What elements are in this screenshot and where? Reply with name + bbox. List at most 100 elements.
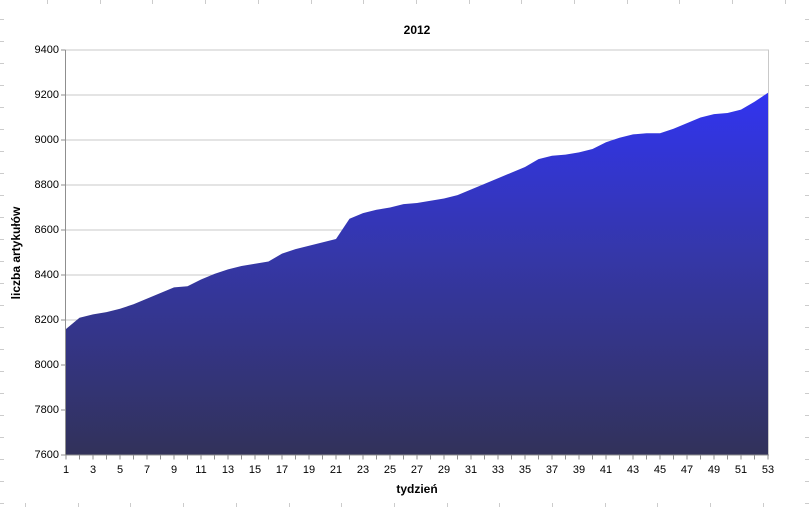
edge-grid-mark xyxy=(0,195,4,196)
edge-grid-mark xyxy=(805,503,809,504)
edge-grid-mark xyxy=(0,63,4,64)
edge-grid-mark xyxy=(552,503,553,507)
x-tick-label: 1 xyxy=(62,464,70,476)
edge-grid-mark xyxy=(805,41,809,42)
y-tick-label: 7600 xyxy=(34,449,59,461)
edge-grid-mark xyxy=(732,0,733,4)
edge-grid-mark xyxy=(0,415,4,416)
edge-grid-mark xyxy=(0,481,4,482)
x-tick-label: 25 xyxy=(383,464,397,476)
edge-grid-mark xyxy=(47,0,48,4)
x-tick-label: 17 xyxy=(275,464,289,476)
edge-grid-mark xyxy=(311,0,312,4)
y-tick-label: 8000 xyxy=(34,359,59,371)
edge-grid-mark xyxy=(394,503,395,507)
edge-grid-mark xyxy=(0,371,4,372)
edge-grid-mark xyxy=(710,503,711,507)
edge-grid-mark xyxy=(100,0,101,4)
y-tick-label: 7800 xyxy=(34,404,59,416)
edge-grid-mark xyxy=(0,459,4,460)
y-tick-label: 8200 xyxy=(34,314,59,326)
x-tick-label: 37 xyxy=(545,464,559,476)
edge-grid-mark xyxy=(805,393,809,394)
x-tick-label: 41 xyxy=(599,464,613,476)
edge-grid-mark xyxy=(679,0,680,4)
edge-grid-mark xyxy=(805,371,809,372)
x-tick-label: 39 xyxy=(572,464,586,476)
area-series-2012 xyxy=(66,92,768,455)
edge-grid-mark xyxy=(258,0,259,4)
x-tick-label: 23 xyxy=(356,464,370,476)
edge-grid-mark xyxy=(130,503,131,507)
x-tick-label: 13 xyxy=(221,464,235,476)
x-tick-label: 51 xyxy=(734,464,748,476)
edge-grid-mark xyxy=(805,349,809,350)
x-tick-label: 5 xyxy=(116,464,124,476)
edge-grid-mark xyxy=(416,0,417,4)
x-tick-label: 3 xyxy=(89,464,97,476)
edge-grid-mark xyxy=(805,305,809,306)
edge-grid-mark xyxy=(805,415,809,416)
edge-grid-mark xyxy=(499,503,500,507)
edge-grid-mark xyxy=(805,63,809,64)
edge-grid-mark xyxy=(805,173,809,174)
edge-grid-mark xyxy=(805,217,809,218)
edge-grid-mark xyxy=(0,151,4,152)
edge-grid-mark xyxy=(363,0,364,4)
edge-grid-mark xyxy=(152,0,153,4)
edge-grid-mark xyxy=(0,393,4,394)
x-tick-label: 45 xyxy=(653,464,667,476)
edge-grid-mark xyxy=(805,481,809,482)
edge-grid-mark xyxy=(805,459,809,460)
x-tick-label: 19 xyxy=(302,464,316,476)
y-tick-label: 8600 xyxy=(34,224,59,236)
edge-grid-mark xyxy=(0,107,4,108)
edge-grid-mark xyxy=(805,19,809,20)
edge-grid-mark xyxy=(627,0,628,4)
edge-grid-mark xyxy=(0,261,4,262)
edge-grid-mark xyxy=(183,503,184,507)
edge-grid-mark xyxy=(0,283,4,284)
edge-grid-mark xyxy=(805,327,809,328)
edge-grid-mark xyxy=(521,0,522,4)
x-tick-label: 29 xyxy=(437,464,451,476)
y-tick-label: 9000 xyxy=(34,134,59,146)
edge-grid-mark xyxy=(0,217,4,218)
x-tick-label: 27 xyxy=(410,464,424,476)
x-tick-label: 31 xyxy=(464,464,478,476)
edge-grid-mark xyxy=(25,503,26,507)
edge-grid-mark xyxy=(605,503,606,507)
x-tick-label: 21 xyxy=(329,464,343,476)
x-tick-label: 33 xyxy=(491,464,505,476)
edge-grid-mark xyxy=(805,239,809,240)
edge-grid-mark xyxy=(805,261,809,262)
edge-grid-mark xyxy=(763,503,764,507)
edge-grid-mark xyxy=(0,85,4,86)
edge-grid-mark xyxy=(0,173,4,174)
edge-grid-mark xyxy=(657,503,658,507)
edge-grid-mark xyxy=(0,503,4,504)
y-tick-label: 8800 xyxy=(34,179,59,191)
edge-grid-mark xyxy=(805,437,809,438)
x-tick-label: 49 xyxy=(707,464,721,476)
y-tick-label: 8400 xyxy=(34,269,59,281)
edge-grid-mark xyxy=(78,503,79,507)
edge-grid-mark xyxy=(0,305,4,306)
edge-grid-mark xyxy=(805,107,809,108)
edge-grid-mark xyxy=(574,0,575,4)
edge-grid-mark xyxy=(805,195,809,196)
x-tick-label: 9 xyxy=(170,464,178,476)
edge-grid-mark xyxy=(805,151,809,152)
edge-grid-mark xyxy=(0,349,4,350)
edge-grid-mark xyxy=(236,503,237,507)
edge-grid-mark xyxy=(0,129,4,130)
x-tick-label: 43 xyxy=(626,464,640,476)
chart-title: 2012 xyxy=(403,23,431,37)
edge-grid-mark xyxy=(805,283,809,284)
edge-grid-mark xyxy=(0,437,4,438)
y-tick-label: 9200 xyxy=(34,89,59,101)
edge-grid-mark xyxy=(0,19,4,20)
edge-grid-mark xyxy=(0,239,4,240)
